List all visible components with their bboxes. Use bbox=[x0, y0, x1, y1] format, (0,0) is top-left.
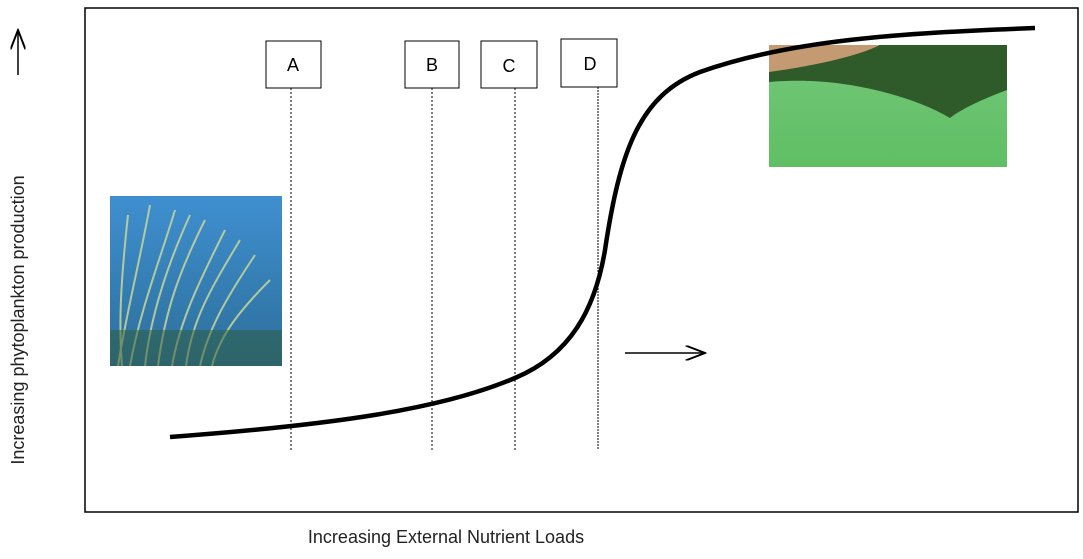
diagram: Increasing phytoplankton production Incr… bbox=[0, 0, 1083, 554]
eutrophic-lake-photo bbox=[769, 45, 1007, 167]
marker-label: A bbox=[287, 55, 299, 75]
marker-label: B bbox=[426, 55, 438, 75]
clear-water-photo bbox=[110, 196, 282, 366]
y-axis-label: Increasing phytoplankton production bbox=[8, 175, 28, 464]
marker-label: D bbox=[584, 54, 597, 74]
x-axis-label: Increasing External Nutrient Loads bbox=[308, 527, 584, 547]
marker-label: C bbox=[503, 56, 516, 76]
